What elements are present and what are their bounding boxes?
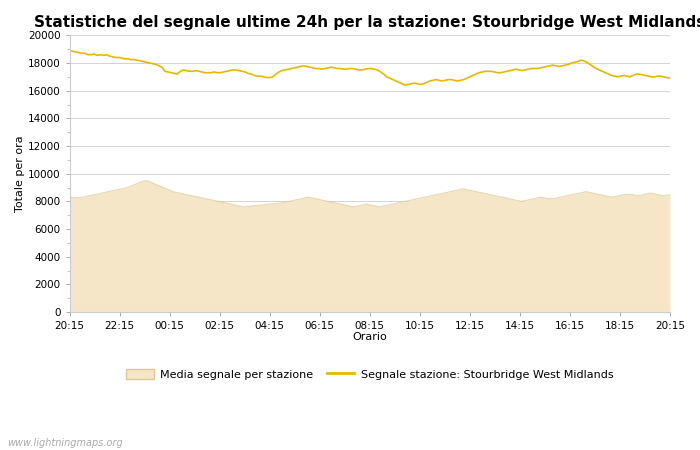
- Text: www.lightningmaps.org: www.lightningmaps.org: [7, 438, 122, 448]
- Legend: Media segnale per stazione, Segnale stazione: Stourbridge West Midlands: Media segnale per stazione, Segnale staz…: [121, 364, 618, 384]
- Segnale stazione: Stourbridge West Midlands: (0.041, 1.86e+04): Stourbridge West Midlands: (0.041, 1.86e…: [90, 51, 99, 57]
- Segnale stazione: Stourbridge West Midlands: (0, 1.89e+04): Stourbridge West Midlands: (0, 1.89e+04): [65, 48, 74, 53]
- X-axis label: Orario: Orario: [352, 333, 387, 342]
- Segnale stazione: Stourbridge West Midlands: (0.564, 1.64e+04): Stourbridge West Midlands: (0.564, 1.64e…: [404, 82, 412, 87]
- Segnale stazione: Stourbridge West Midlands: (1, 1.69e+04): Stourbridge West Midlands: (1, 1.69e+04): [666, 76, 674, 81]
- Line: Segnale stazione: Stourbridge West Midlands: Segnale stazione: Stourbridge West Midla…: [69, 50, 670, 85]
- Segnale stazione: Stourbridge West Midlands: (0.672, 1.71e+04): Stourbridge West Midlands: (0.672, 1.71e…: [469, 73, 477, 78]
- Segnale stazione: Stourbridge West Midlands: (0.559, 1.64e+04): Stourbridge West Midlands: (0.559, 1.64e…: [401, 82, 410, 88]
- Title: Statistiche del segnale ultime 24h per la stazione: Stourbridge West Midlands: Statistiche del segnale ultime 24h per l…: [34, 15, 700, 30]
- Segnale stazione: Stourbridge West Midlands: (0.277, 1.75e+04): Stourbridge West Midlands: (0.277, 1.75e…: [232, 67, 240, 72]
- Segnale stazione: Stourbridge West Midlands: (0.862, 1.8e+04): Stourbridge West Midlands: (0.862, 1.8e+…: [582, 59, 591, 65]
- Segnale stazione: Stourbridge West Midlands: (0.944, 1.72e+04): Stourbridge West Midlands: (0.944, 1.72e…: [632, 72, 640, 77]
- Y-axis label: Totale per ora: Totale per ora: [15, 135, 25, 212]
